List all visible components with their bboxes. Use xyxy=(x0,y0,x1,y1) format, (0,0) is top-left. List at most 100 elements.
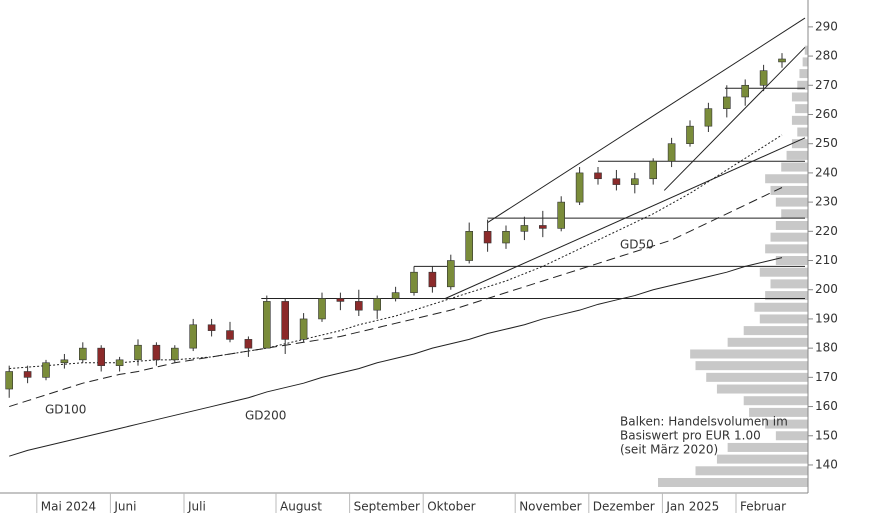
series-label: GD100 xyxy=(45,403,86,417)
x-tick-label: Oktober xyxy=(427,500,475,514)
volume-bar xyxy=(765,174,808,184)
y-tick-label: 160 xyxy=(815,399,838,413)
candle-body xyxy=(97,347,105,366)
y-tick-label: 180 xyxy=(815,341,838,355)
candle-body xyxy=(538,225,547,229)
candle-body xyxy=(189,324,197,349)
volume-bar xyxy=(804,45,808,55)
volume-bar xyxy=(770,279,808,289)
volume-bar xyxy=(765,419,808,429)
volume-bar xyxy=(695,361,808,371)
volume-bar xyxy=(791,115,808,125)
y-tick-label: 260 xyxy=(815,107,838,121)
candle-body xyxy=(60,359,69,364)
candle-body xyxy=(262,301,271,349)
candle-body xyxy=(410,271,418,293)
candle-body xyxy=(704,108,713,127)
candle-body xyxy=(207,324,216,331)
volume-bar xyxy=(781,162,808,172)
series-label: GD200 xyxy=(245,409,286,423)
moving-average xyxy=(9,257,783,457)
x-tick-label: September xyxy=(354,500,420,514)
y-tick-label: 270 xyxy=(815,78,838,92)
candle-body xyxy=(152,344,161,361)
volume-bar xyxy=(695,466,808,476)
volume-bar xyxy=(775,256,808,266)
volume-bar xyxy=(781,209,808,219)
volume-bar xyxy=(765,291,808,301)
volume-bar xyxy=(716,384,808,394)
candle-body xyxy=(428,271,437,288)
volume-bar xyxy=(716,454,808,464)
candle-body xyxy=(79,347,87,361)
volume-bar xyxy=(706,372,808,382)
y-tick-label: 190 xyxy=(815,311,838,325)
volume-bar xyxy=(759,267,808,277)
y-tick-label: 280 xyxy=(815,49,838,63)
volume-bar xyxy=(786,150,808,160)
x-tick-label: November xyxy=(519,500,581,514)
candle-body xyxy=(483,231,492,244)
volume-bar xyxy=(754,302,808,312)
x-tick-label: August xyxy=(280,500,322,514)
moving-average xyxy=(9,187,783,408)
trendline xyxy=(663,46,806,191)
volume-bar xyxy=(797,127,808,137)
candle-body xyxy=(520,225,529,232)
candle-body xyxy=(502,231,510,244)
volume-bar xyxy=(797,80,808,90)
candle-body xyxy=(649,160,658,180)
candle-body xyxy=(557,201,566,229)
y-tick-label: 140 xyxy=(815,457,838,471)
candle-body xyxy=(391,292,400,299)
y-tick-label: 250 xyxy=(815,136,838,150)
y-tick-label: 170 xyxy=(815,370,838,384)
volume-bar xyxy=(765,244,808,254)
candle-body xyxy=(171,347,179,361)
volume-bar xyxy=(690,349,808,359)
volume-bar xyxy=(759,314,808,324)
candle-body xyxy=(630,178,639,185)
y-tick-label: 290 xyxy=(815,19,838,33)
candle-body xyxy=(686,125,694,144)
candle-body xyxy=(336,298,345,302)
volume-bar xyxy=(775,197,808,207)
volume-bar xyxy=(743,396,808,406)
candle-body xyxy=(115,359,124,366)
candle-body xyxy=(5,371,13,390)
candle-body xyxy=(594,172,602,180)
volume-bar xyxy=(727,442,808,452)
candle-body xyxy=(281,301,290,340)
x-tick-label: Juni xyxy=(113,500,136,514)
candle-body xyxy=(778,58,786,63)
candle-body xyxy=(667,143,676,162)
annotation: Basiswert pro EUR 1.00 xyxy=(620,429,761,443)
y-tick-label: 210 xyxy=(815,253,838,267)
y-tick-label: 220 xyxy=(815,224,838,238)
volume-bar xyxy=(743,326,808,336)
x-tick-label: Dezember xyxy=(593,500,655,514)
annotation: (seit März 2020) xyxy=(620,443,718,457)
candle-body xyxy=(318,298,326,320)
candle-body xyxy=(42,362,50,378)
candle-body xyxy=(23,371,32,378)
x-tick-label: Jan 2025 xyxy=(665,500,719,514)
candle-body xyxy=(244,339,253,349)
volume-bar xyxy=(775,220,808,230)
volume-bar xyxy=(770,185,808,195)
volume-bar xyxy=(791,139,808,149)
y-tick-label: 240 xyxy=(815,165,838,179)
y-tick-label: 200 xyxy=(815,282,838,296)
candle-body xyxy=(741,84,750,98)
candle-body xyxy=(354,301,363,311)
candle-body xyxy=(759,70,768,86)
trendline xyxy=(487,17,806,223)
volume-bar xyxy=(791,92,808,102)
candle-body xyxy=(299,318,308,340)
trendline xyxy=(445,137,806,299)
candle-body xyxy=(134,344,142,361)
volume-bar xyxy=(775,431,808,441)
volume-bar xyxy=(799,69,808,79)
